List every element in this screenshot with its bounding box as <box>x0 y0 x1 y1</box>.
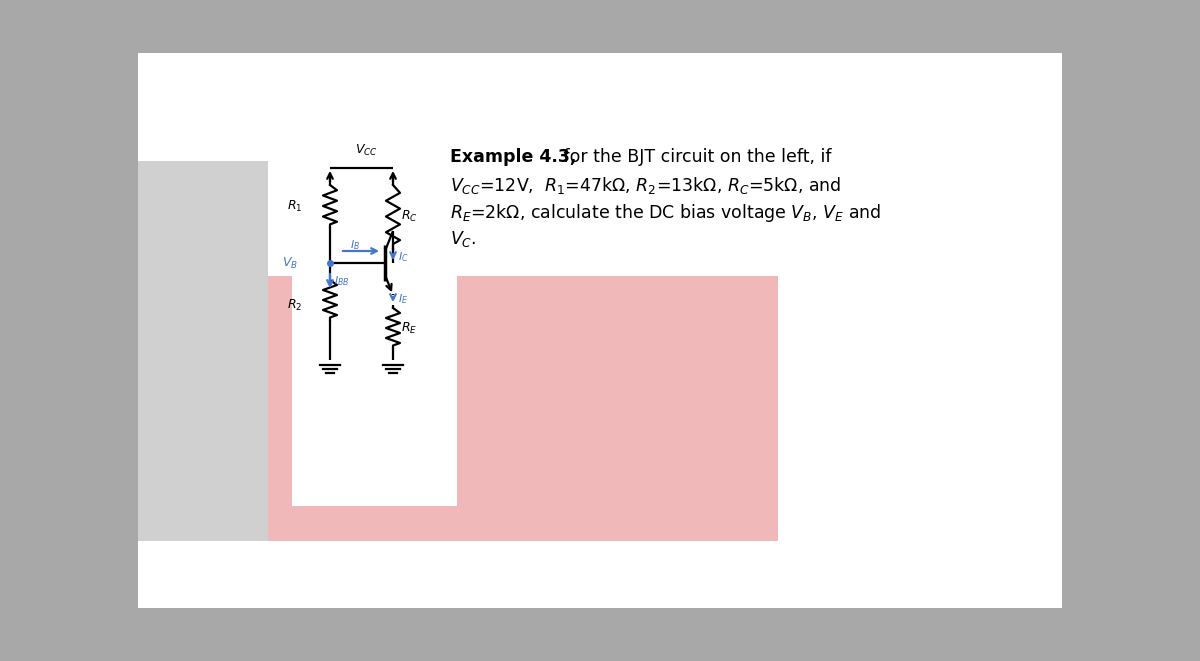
Text: $I_E$: $I_E$ <box>398 292 408 306</box>
Text: $R_E$=2k$\Omega$, calculate the DC bias voltage $V_B$, $V_E$ and: $R_E$=2k$\Omega$, calculate the DC bias … <box>450 202 882 224</box>
Text: $R_E$: $R_E$ <box>401 321 418 336</box>
Text: Example 4.3,: Example 4.3, <box>450 148 576 166</box>
Text: for the BJT circuit on the left, if: for the BJT circuit on the left, if <box>558 148 832 166</box>
Text: $R_2$: $R_2$ <box>287 297 302 313</box>
Text: $V_{CC}$: $V_{CC}$ <box>355 143 377 158</box>
Bar <box>138 161 268 541</box>
Text: $V_{CC}$=12V,  $R_1$=47k$\Omega$, $R_2$=13k$\Omega$, $R_C$=5k$\Omega$, and: $V_{CC}$=12V, $R_1$=47k$\Omega$, $R_2$=1… <box>450 175 841 196</box>
Text: $I_{BB}$: $I_{BB}$ <box>334 274 349 288</box>
Bar <box>268 276 778 541</box>
Text: $I_C$: $I_C$ <box>398 250 409 264</box>
Text: $R_C$: $R_C$ <box>401 208 418 223</box>
Text: $R_1$: $R_1$ <box>287 198 302 214</box>
Bar <box>292 276 457 506</box>
Text: $V_B$: $V_B$ <box>282 255 298 270</box>
Bar <box>138 53 1062 608</box>
Text: $I_B$: $I_B$ <box>350 238 360 252</box>
Text: $V_C$.: $V_C$. <box>450 229 476 249</box>
